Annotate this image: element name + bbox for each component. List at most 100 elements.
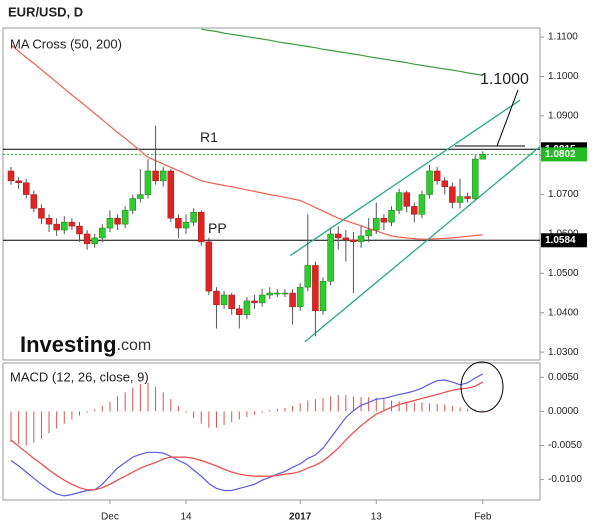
candle-body — [243, 300, 251, 315]
candle-body — [205, 241, 213, 292]
candle-body — [281, 292, 289, 295]
price-tag — [541, 233, 587, 248]
price-tag-label: 1.0584 — [545, 235, 576, 246]
candle-body — [274, 292, 281, 295]
candle-body — [319, 280, 327, 312]
watermark: Investing.com — [20, 332, 151, 357]
candle-body — [159, 170, 167, 182]
channel-line — [304, 145, 540, 343]
candle-body — [7, 170, 15, 182]
candle-body — [251, 300, 258, 304]
candle-body — [137, 194, 144, 199]
candle-body — [30, 194, 38, 209]
candle-body — [91, 237, 98, 245]
price-plot — [3, 28, 540, 343]
x-tick-label: Feb — [474, 512, 492, 523]
y-tick-label: -0.0100 — [548, 474, 582, 485]
candle-body — [213, 290, 220, 306]
candle-body — [479, 154, 487, 160]
candle-body — [357, 235, 365, 243]
candle-body — [395, 192, 403, 211]
annotation-pointer — [496, 89, 519, 147]
macd-panel — [2, 362, 541, 501]
candle-body — [411, 206, 418, 215]
candle-body — [175, 217, 182, 229]
candle-body — [76, 225, 83, 235]
candle-body — [236, 308, 243, 315]
candle-body — [45, 217, 53, 225]
macd-plot — [10, 373, 484, 497]
candle-body — [15, 180, 22, 184]
price-panel — [2, 27, 541, 361]
annotation: 1.1000 — [480, 71, 529, 88]
level-name: R1 — [200, 129, 218, 145]
x-tick-label: 13 — [371, 512, 383, 523]
y-tick-label: 0.0050 — [548, 372, 579, 383]
candle-body — [441, 180, 449, 187]
candle-body — [418, 194, 426, 215]
candle-body — [373, 217, 380, 231]
candle-body — [99, 227, 106, 239]
candle-body — [83, 233, 91, 245]
candle-body — [471, 158, 479, 199]
y-tick-label: 1.1100 — [548, 32, 578, 43]
candle-body — [182, 221, 190, 229]
candle-body — [449, 186, 456, 203]
moving-average — [10, 44, 483, 240]
candle-body — [380, 217, 388, 223]
candle-body — [22, 182, 30, 195]
candle-body — [289, 292, 296, 308]
y-tick-label: 1.0900 — [548, 110, 579, 121]
indicator-label: MA Cross (50, 200) — [10, 36, 122, 51]
candle-body — [327, 233, 334, 282]
candle-body — [228, 294, 235, 310]
watermark-suffix: .com — [117, 337, 152, 354]
candle-body — [304, 265, 312, 288]
watermark-main: Investing — [20, 332, 117, 357]
level-name: PP — [208, 220, 227, 236]
candle-body — [388, 210, 395, 223]
candle-body — [190, 212, 197, 223]
y-tick-label: 0.0000 — [548, 406, 579, 417]
candle-body — [350, 239, 357, 243]
candle-body — [403, 192, 410, 207]
candle-body — [53, 223, 60, 231]
candle-body — [365, 229, 372, 237]
x-tick-label: Dec — [101, 512, 119, 523]
candle-body — [61, 221, 68, 231]
macd-line — [10, 381, 484, 491]
moving-average — [201, 28, 483, 76]
candle-body — [342, 237, 350, 241]
candle-body — [312, 265, 319, 312]
candle-body — [266, 292, 273, 296]
y-tick-label: 1.0400 — [548, 307, 579, 318]
y-tick-label: 1.0700 — [548, 189, 579, 200]
channel-line — [289, 99, 521, 257]
y-tick-label: 1.0500 — [548, 268, 579, 279]
candle-body — [106, 217, 114, 229]
price-tag — [541, 147, 587, 162]
candle-body — [144, 170, 152, 195]
candle-body — [198, 212, 205, 243]
candle-body — [426, 170, 433, 195]
axes: 1.11001.10001.09001.08001.07001.06001.05… — [101, 32, 587, 523]
macd-title: MACD (12, 26, close, 9) — [10, 369, 149, 384]
candle-body — [464, 196, 471, 199]
candle-body — [433, 170, 441, 182]
y-tick-label: 1.0300 — [548, 347, 579, 358]
candle-body — [296, 286, 304, 308]
x-tick-label: 2017 — [289, 512, 312, 523]
macd-line — [10, 373, 484, 497]
candle-body — [38, 208, 45, 219]
candle-body — [121, 210, 129, 225]
candle-body — [68, 221, 76, 227]
y-tick-label: -0.0050 — [548, 440, 582, 451]
x-tick-label: 14 — [180, 512, 192, 523]
candle-body — [129, 198, 137, 211]
chart-title: EUR/USD, D — [8, 4, 83, 19]
candle-body — [152, 170, 159, 182]
candle-body — [258, 294, 266, 304]
y-tick-label: 1.1000 — [548, 71, 579, 82]
candle-body — [456, 196, 464, 203]
